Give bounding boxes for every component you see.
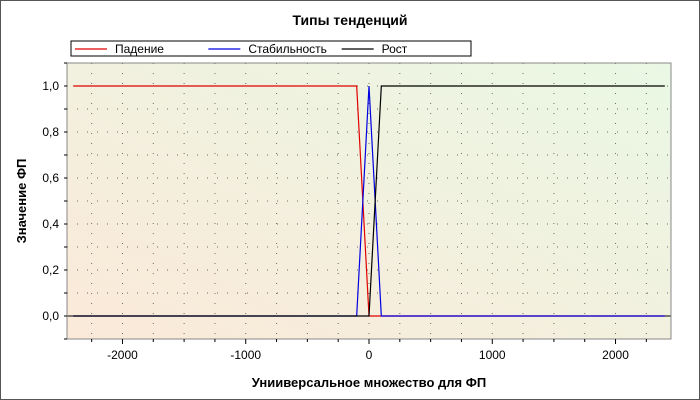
x-tick-label: 0 xyxy=(366,348,373,362)
x-tick-label: -2000 xyxy=(107,348,138,362)
y-tick-label: 0,8 xyxy=(42,125,59,139)
grid xyxy=(67,62,671,340)
y-tick-label: 0,6 xyxy=(42,171,59,185)
x-axis: -2000 -1000 0 1000 2000 xyxy=(91,339,647,362)
legend-label: Падение xyxy=(115,42,164,56)
y-tick-label: 0,0 xyxy=(42,309,59,323)
x-tick-label: 1000 xyxy=(479,348,506,362)
legend-label: Стабильность xyxy=(248,42,327,56)
y-tick-label: 0,2 xyxy=(42,263,59,277)
x-axis-label: Унииверсальное множество для ФП xyxy=(252,375,486,390)
x-tick-label: 2000 xyxy=(602,348,629,362)
legend: Падение Стабильность Рост xyxy=(70,40,472,57)
chart-title: Типы тенденций xyxy=(293,12,408,28)
legend-box xyxy=(70,40,472,57)
y-axis-label: Значение ФП xyxy=(14,159,29,244)
y-tick-label: 1,0 xyxy=(42,79,59,93)
series-line-Рост xyxy=(73,85,665,317)
y-tick-label: 0,4 xyxy=(42,217,59,231)
y-axis: 0,0 0,2 0,4 0,6 0,8 1,0 xyxy=(42,62,67,340)
legend-label: Рост xyxy=(382,42,408,56)
x-tick-label: -1000 xyxy=(230,348,261,362)
